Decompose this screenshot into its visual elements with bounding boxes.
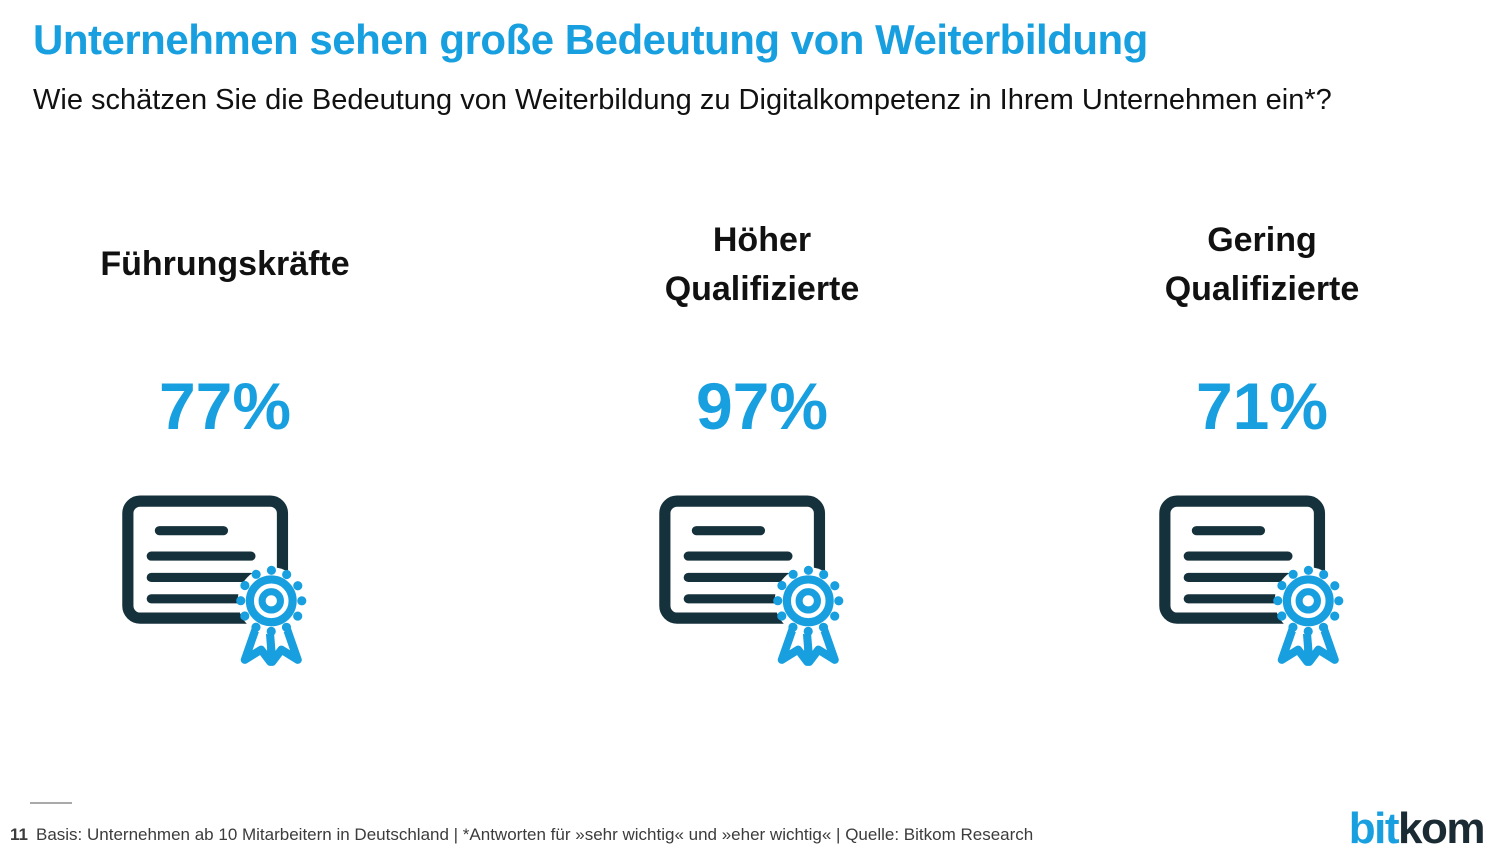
page-number: 11	[10, 825, 28, 844]
stat-value: 97%	[695, 369, 829, 443]
stat-label: Höher Qualifizierte	[664, 220, 860, 308]
stat-card-gering-qualifizierte: Gering Qualifizierte 71%	[1042, 210, 1482, 670]
stat-value: 77%	[158, 369, 292, 443]
certificate-icon	[121, 495, 306, 666]
bitkom-logo-bit: bit	[1348, 804, 1400, 853]
stat-value: 71%	[1195, 369, 1329, 443]
page-title: Unternehmen sehen große Bedeutung von We…	[33, 16, 1148, 63]
footer-divider	[30, 802, 72, 804]
footer: 11 Basis: Unternehmen ab 10 Mitarbeitern…	[10, 825, 1033, 845]
bitkom-logo: bitkom	[1348, 804, 1486, 853]
footer-source-note: Basis: Unternehmen ab 10 Mitarbeitern in…	[35, 825, 1034, 844]
certificate-icon	[1158, 495, 1343, 666]
stat-label: Gering Qualifizierte	[1164, 220, 1360, 308]
stat-label: Führungskräfte	[100, 245, 350, 284]
stat-card-hoeher-qualifizierte: Höher Qualifizierte 97%	[542, 210, 982, 670]
certificate-icon	[658, 495, 843, 666]
bitkom-logo-kom: kom	[1398, 804, 1485, 853]
page-subtitle: Wie schätzen Sie die Bedeutung von Weite…	[33, 84, 1332, 116]
stat-card-fuehrungskraefte: Führungskräfte 77%	[5, 210, 445, 670]
